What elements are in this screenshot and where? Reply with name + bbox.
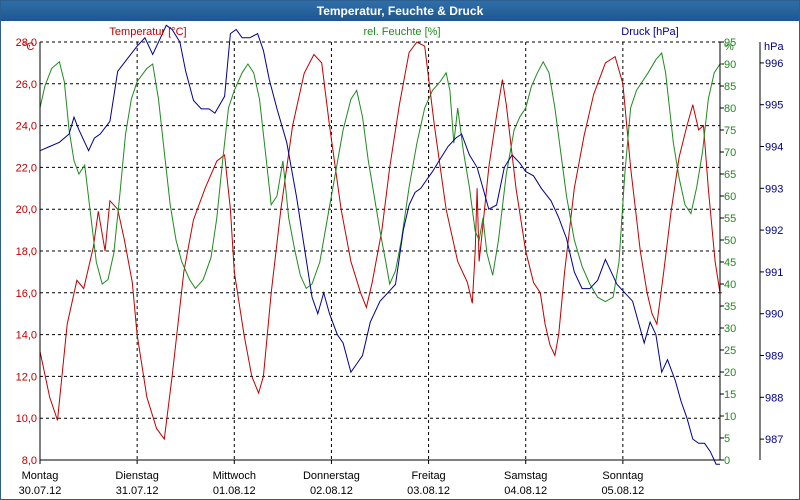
pressure-tick-label: 993 bbox=[765, 183, 783, 195]
pressure-line bbox=[39, 24, 720, 465]
humidity-tick-label: 85 bbox=[724, 81, 736, 93]
humidity-axis-label: rel. Feuchte [%] bbox=[363, 26, 440, 38]
pressure-tick-label: 989 bbox=[765, 351, 783, 363]
humidity-tick-label: 15 bbox=[724, 389, 736, 401]
temperature-tick-label: 12,0 bbox=[16, 371, 37, 383]
pressure-tick-label: 988 bbox=[765, 392, 783, 404]
temperature-tick-label: 18,0 bbox=[16, 246, 37, 258]
pressure-tick-label: 992 bbox=[765, 225, 783, 237]
humidity-tick-label: 65 bbox=[724, 169, 736, 181]
pressure-tick-label: 990 bbox=[765, 309, 783, 321]
temperature-tick-label: 20,0 bbox=[16, 204, 37, 216]
humidity-tick-label: 25 bbox=[724, 345, 736, 357]
pressure-tick-label: 995 bbox=[765, 100, 783, 112]
x-day-label: Montag bbox=[22, 470, 59, 482]
humidity-tick-label: 70 bbox=[724, 147, 736, 159]
humidity-tick-label: 80 bbox=[724, 103, 736, 115]
pressure-tick-label: 987 bbox=[765, 434, 783, 446]
temperature-tick-label: 14,0 bbox=[16, 330, 37, 342]
humidity-tick-label: 50 bbox=[724, 235, 736, 247]
humidity-tick-label: 40 bbox=[724, 279, 736, 291]
humidity-unit: % bbox=[724, 41, 734, 53]
x-date-label: 31.07.12 bbox=[116, 485, 159, 497]
x-day-label: Sonntag bbox=[602, 470, 643, 482]
temperature-axis-label: Temperatur [°C] bbox=[109, 26, 186, 38]
pressure-tick-label: 994 bbox=[765, 142, 783, 154]
x-date-label: 03.08.12 bbox=[407, 485, 450, 497]
humidity-tick-label: 5 bbox=[724, 433, 730, 445]
humidity-tick-label: 45 bbox=[724, 257, 736, 269]
temperature-unit: °C bbox=[22, 41, 34, 53]
x-date-label: 01.08.12 bbox=[213, 485, 256, 497]
temperature-tick-label: 22,0 bbox=[16, 162, 37, 174]
temperature-tick-label: 28,0 bbox=[16, 37, 37, 49]
grid bbox=[39, 41, 764, 464]
temperature-line bbox=[39, 41, 722, 441]
temperature-tick-label: 8,0 bbox=[22, 455, 37, 467]
x-date-label: 04.08.12 bbox=[504, 485, 547, 497]
x-day-label: Samstag bbox=[504, 470, 547, 482]
temperature-tick-label: 26,0 bbox=[16, 79, 37, 91]
humidity-tick-label: 60 bbox=[724, 191, 736, 203]
series-layer bbox=[39, 24, 722, 465]
temperature-tick-label: 24,0 bbox=[16, 121, 37, 133]
pressure-tick-label: 996 bbox=[765, 58, 783, 70]
humidity-tick-label: 75 bbox=[724, 125, 736, 137]
humidity-tick-label: 20 bbox=[724, 367, 736, 379]
humidity-tick-label: 95 bbox=[724, 37, 736, 49]
humidity-tick-label: 90 bbox=[724, 59, 736, 71]
temperature-tick-label: 16,0 bbox=[16, 288, 37, 300]
pressure-axis-label: Druck [hPa] bbox=[621, 26, 678, 38]
pressure-unit: hPa bbox=[764, 41, 784, 53]
humidity-tick-label: 35 bbox=[724, 301, 736, 313]
x-date-label: 02.08.12 bbox=[310, 485, 353, 497]
temperature-tick-label: 10,0 bbox=[16, 413, 37, 425]
x-date-label: 30.07.12 bbox=[19, 485, 62, 497]
humidity-line bbox=[39, 51, 722, 303]
humidity-tick-label: 55 bbox=[724, 213, 736, 225]
x-day-label: Freitag bbox=[411, 470, 445, 482]
window-title: Temperatur, Feuchte & Druck bbox=[1, 1, 799, 21]
humidity-tick-label: 30 bbox=[724, 323, 736, 335]
x-date-label: 05.08.12 bbox=[601, 485, 644, 497]
pressure-tick-label: 991 bbox=[765, 267, 783, 279]
x-day-label: Donnerstag bbox=[303, 470, 360, 482]
tick-labels: 8,0 10,0 12,0 14,0 16,0 18,0 20,0 22,0 24,0 26,0 2… bbox=[16, 37, 784, 497]
humidity-tick-label: 0 bbox=[724, 455, 730, 467]
x-day-label: Mittwoch bbox=[213, 470, 256, 482]
humidity-tick-label: 10 bbox=[724, 411, 736, 423]
x-day-label: Dienstag bbox=[115, 470, 158, 482]
